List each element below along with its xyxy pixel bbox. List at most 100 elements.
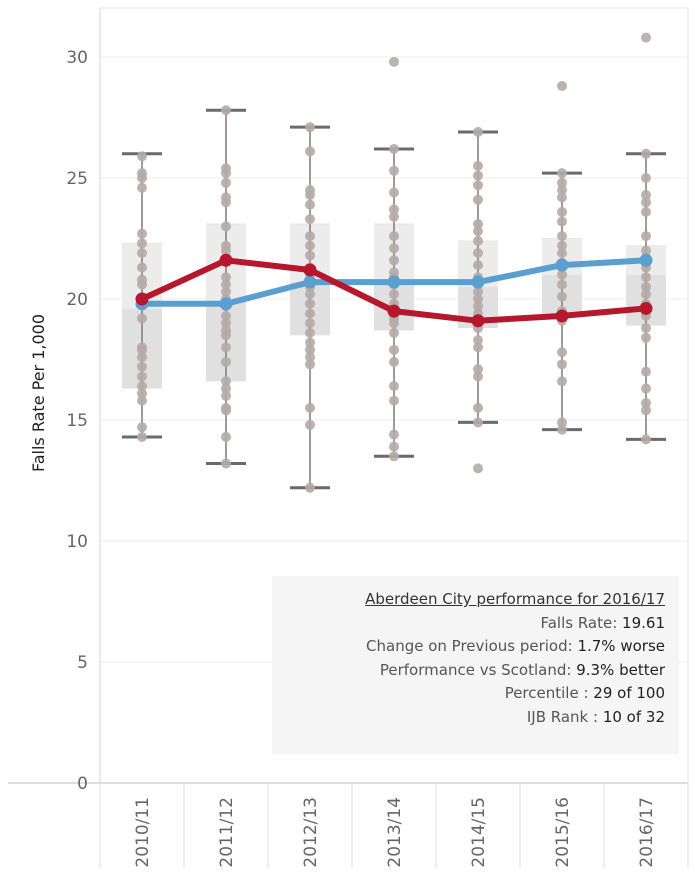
data-point — [221, 402, 231, 413]
series-marker — [639, 301, 653, 315]
data-point — [305, 327, 315, 338]
data-point — [641, 32, 651, 43]
data-point — [641, 323, 651, 334]
x-tick-label: 2012/13 — [301, 797, 321, 868]
data-point — [305, 240, 315, 251]
data-point — [557, 359, 567, 370]
series-marker — [135, 292, 149, 306]
data-point — [221, 383, 231, 394]
data-point — [473, 301, 483, 312]
data-point — [137, 422, 147, 433]
scatter-points — [137, 32, 651, 493]
data-point — [557, 81, 567, 92]
data-point — [305, 308, 315, 319]
data-point — [305, 318, 315, 329]
summary-value: 29 of 100 — [593, 684, 665, 702]
data-point — [137, 395, 147, 406]
axes — [8, 7, 689, 868]
data-point — [389, 165, 399, 176]
summary-value: 19.61 — [622, 613, 665, 632]
y-tick-label: 0 — [77, 774, 88, 794]
data-point — [473, 170, 483, 181]
x-tick-label: 2015/16 — [553, 797, 573, 868]
data-point — [221, 177, 231, 188]
data-point — [473, 294, 483, 304]
data-point — [137, 313, 147, 324]
data-point — [221, 192, 231, 203]
x-tick-label: 2010/11 — [133, 797, 153, 868]
data-point — [641, 173, 651, 183]
summary-row-ijb-rank: IJB Rank : 10 of 32 — [272, 706, 665, 730]
data-point — [389, 204, 399, 215]
data-point — [473, 248, 483, 259]
data-point — [221, 279, 231, 290]
data-point — [305, 419, 315, 430]
data-point — [389, 327, 399, 338]
data-point — [557, 248, 567, 259]
data-point — [221, 458, 231, 469]
data-point — [137, 228, 147, 239]
summary-label: Performance vs Scotland: — [379, 660, 577, 679]
data-point — [641, 206, 651, 217]
data-point — [389, 255, 399, 266]
data-point — [137, 371, 147, 382]
data-point — [305, 185, 315, 196]
y-tick-label: 20 — [66, 290, 88, 310]
data-point — [473, 371, 483, 382]
data-point — [557, 376, 567, 387]
data-point — [641, 405, 651, 416]
data-point — [473, 218, 483, 229]
data-point — [473, 402, 483, 413]
summary-row-percentile: Percentile : 29 of 100 — [272, 682, 665, 706]
series-marker — [471, 275, 485, 289]
data-point — [641, 289, 651, 300]
data-point — [221, 105, 231, 116]
data-point — [137, 342, 147, 353]
data-point — [305, 214, 315, 225]
data-point — [221, 163, 231, 174]
y-tick-label: 30 — [66, 48, 88, 68]
data-point — [389, 344, 399, 355]
data-point — [473, 160, 483, 171]
data-point — [473, 286, 483, 297]
x-tick-label: 2016/17 — [637, 797, 657, 868]
summary-label: Change on Previous period: — [366, 637, 578, 655]
summary-row-falls-rate: Falls Rate: 19.61 — [272, 612, 665, 636]
summary-title: Aberdeen City performance for 2016/17 — [365, 590, 665, 608]
y-tick-label: 10 — [66, 532, 88, 552]
data-point — [473, 335, 483, 346]
data-point — [221, 342, 231, 353]
data-point — [473, 194, 483, 205]
data-point — [389, 289, 399, 300]
data-point — [305, 344, 315, 355]
data-point — [557, 279, 567, 290]
data-point — [305, 402, 315, 413]
data-point — [221, 431, 231, 442]
data-point — [389, 395, 399, 406]
summary-label: IJB Rank : — [526, 707, 603, 726]
data-point — [473, 260, 483, 271]
x-tick-label: 2013/14 — [385, 797, 405, 868]
series-marker — [639, 253, 653, 267]
data-point — [641, 272, 651, 283]
y-tick-label: 15 — [66, 411, 88, 431]
data-point — [137, 262, 147, 273]
data-point — [137, 352, 147, 363]
data-point — [641, 398, 651, 409]
data-point — [221, 356, 231, 367]
data-point — [389, 429, 399, 440]
data-point — [389, 143, 399, 154]
data-point — [557, 168, 567, 179]
y-tick-label: 5 — [77, 653, 88, 673]
data-point — [473, 127, 483, 138]
data-point — [389, 243, 399, 254]
data-point — [557, 206, 567, 217]
data-point — [221, 221, 231, 232]
data-point — [389, 211, 399, 222]
data-point — [641, 197, 651, 208]
data-point — [641, 245, 651, 256]
series-marker — [303, 263, 317, 277]
data-point — [389, 56, 399, 67]
series-marker — [303, 275, 317, 289]
